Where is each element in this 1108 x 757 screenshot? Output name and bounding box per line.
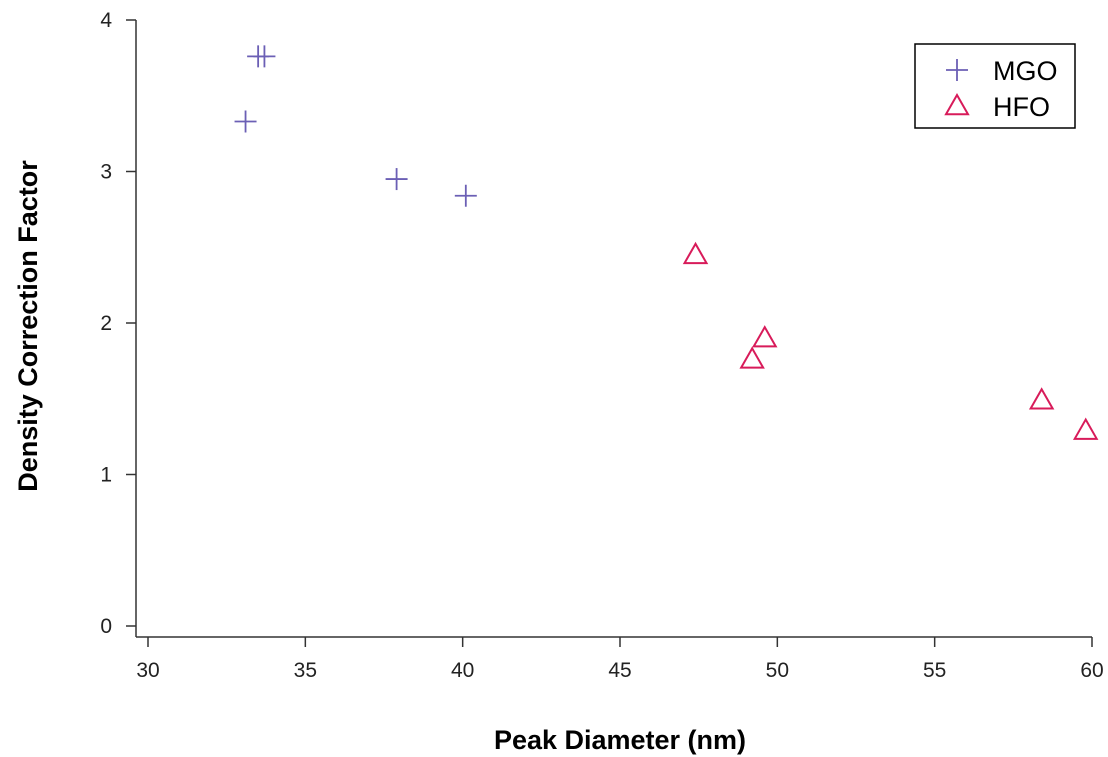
x-tick-label: 55: [923, 659, 946, 682]
x-tick-label: 35: [294, 659, 317, 682]
data-point: [739, 346, 765, 369]
y-tick-label: 3: [100, 161, 112, 184]
y-tick-label: 4: [100, 9, 112, 32]
series-mgo: [234, 45, 477, 207]
y-tick-label: 1: [100, 464, 112, 487]
y-ticks: 0 1 2 3 4: [100, 9, 136, 638]
data-point: [253, 45, 276, 68]
y-tick-label: 0: [100, 615, 112, 638]
data-point: [234, 110, 257, 133]
x-tick-label: 60: [1080, 659, 1103, 682]
y-tick-label: 2: [100, 312, 112, 335]
data-point: [454, 184, 477, 207]
data-point: [1028, 387, 1055, 410]
data-point: [682, 241, 709, 265]
x-axis-title: Peak Diameter (nm): [494, 725, 746, 755]
y-axis-title: Density Correction Factor: [13, 160, 43, 492]
data-points: [234, 45, 1099, 440]
data-point: [752, 325, 778, 348]
x-tick-label: 30: [136, 659, 159, 682]
series-hfo: [682, 241, 1099, 440]
x-tick-label: 50: [766, 659, 789, 682]
legend-label: HFO: [993, 92, 1050, 122]
legend-marker-hfo: [944, 92, 970, 116]
x-tick-label: 40: [451, 659, 474, 682]
x-tick-label: 45: [608, 659, 631, 682]
legend-box: [914, 43, 1076, 129]
x-ticks: 30 35 40 45 50 55 60: [136, 637, 1104, 682]
data-point: [1072, 417, 1099, 440]
legend-label: MGO: [993, 56, 1058, 86]
data-point: [385, 168, 408, 191]
axes: [135, 20, 1092, 638]
legend: MGO HFO: [914, 43, 1076, 129]
legend-marker-mgo: [946, 59, 968, 81]
